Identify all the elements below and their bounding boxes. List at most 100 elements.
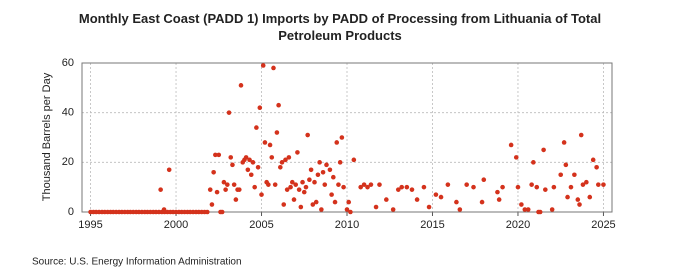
point <box>519 202 524 207</box>
point <box>293 182 299 187</box>
point <box>329 192 334 197</box>
point <box>578 132 584 138</box>
point <box>317 160 322 165</box>
x-tick-label: 2020 <box>506 219 530 231</box>
chart-title: Monthly East Coast (PADD 1) Imports by P… <box>78 11 602 43</box>
point <box>205 209 210 215</box>
point <box>587 194 593 200</box>
point <box>358 184 363 190</box>
point <box>281 202 287 207</box>
point <box>247 157 252 163</box>
point <box>255 165 261 170</box>
point <box>230 162 235 168</box>
point <box>254 125 259 130</box>
point <box>390 207 396 212</box>
plot-frame <box>81 62 613 213</box>
point <box>580 182 586 187</box>
point <box>365 184 370 190</box>
point <box>308 167 314 173</box>
point <box>289 179 295 185</box>
point <box>238 83 244 88</box>
point <box>216 152 222 158</box>
point <box>361 182 367 187</box>
point <box>395 187 401 192</box>
point <box>226 110 232 115</box>
point <box>558 172 564 178</box>
point <box>373 204 379 210</box>
point <box>549 207 555 212</box>
point <box>561 140 567 145</box>
point <box>577 202 582 207</box>
point <box>221 179 227 185</box>
point <box>399 184 405 190</box>
point <box>307 177 312 183</box>
point <box>541 147 546 153</box>
point <box>207 187 213 192</box>
point <box>305 132 310 138</box>
point <box>331 174 336 180</box>
point <box>568 184 574 190</box>
point <box>508 142 514 148</box>
point <box>534 184 540 190</box>
point <box>584 179 589 185</box>
point <box>279 160 285 165</box>
point <box>301 189 307 195</box>
point <box>500 184 505 190</box>
point <box>260 63 266 68</box>
point <box>219 209 225 215</box>
point <box>166 167 172 173</box>
point <box>161 207 167 212</box>
point <box>231 182 237 187</box>
point <box>346 199 352 205</box>
point <box>286 155 292 160</box>
point <box>336 182 341 187</box>
point <box>471 184 476 190</box>
point <box>421 184 427 190</box>
point <box>572 172 577 178</box>
point <box>209 202 215 207</box>
point <box>312 179 317 185</box>
source: Source: U.S. Energy Information Administ… <box>32 257 242 268</box>
point <box>236 187 242 192</box>
x-tick-label: 2000 <box>164 219 188 231</box>
x-tick-label: 2015 <box>420 219 444 231</box>
point <box>243 155 249 160</box>
point <box>522 207 528 212</box>
point <box>495 189 500 195</box>
point <box>479 199 485 205</box>
point <box>228 155 234 160</box>
point <box>298 204 304 210</box>
point <box>283 157 288 163</box>
point <box>515 184 521 190</box>
point <box>368 182 374 187</box>
y-tick-label: 0 <box>68 206 74 218</box>
point <box>525 207 531 212</box>
point <box>225 182 230 187</box>
y-axis-label: Thousand Barrels per Day <box>41 72 53 201</box>
point <box>262 140 268 145</box>
point <box>438 194 444 200</box>
point <box>496 197 502 202</box>
point <box>315 172 321 178</box>
point <box>319 207 324 212</box>
point <box>464 182 469 187</box>
point <box>320 169 326 175</box>
point <box>351 157 357 163</box>
point <box>267 142 273 148</box>
point <box>288 184 293 190</box>
point <box>348 209 353 215</box>
point <box>339 135 345 140</box>
point <box>257 105 263 110</box>
point <box>272 182 278 187</box>
x-tick-label: 1995 <box>78 219 102 231</box>
point <box>274 130 280 135</box>
x-tick-label: 2010 <box>335 219 359 231</box>
point <box>250 160 256 165</box>
point <box>454 199 459 205</box>
point <box>276 102 281 108</box>
point <box>563 162 569 168</box>
point <box>596 182 601 187</box>
y-tick-label: 60 <box>62 57 74 69</box>
